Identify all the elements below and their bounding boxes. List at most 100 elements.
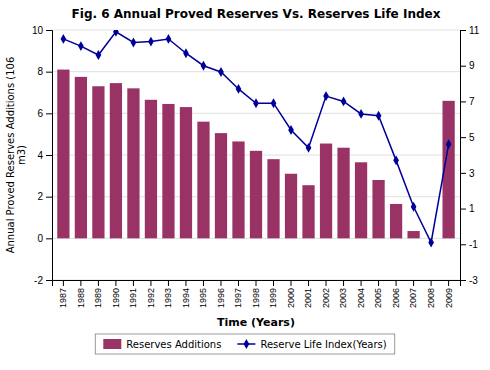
grid-line — [52, 30, 460, 31]
tick-label: -3 — [469, 275, 478, 286]
tick-mark — [46, 155, 52, 156]
chart: -20246810-3-1135791119871988198919901991… — [0, 0, 490, 370]
tick-label: 2004 — [356, 288, 366, 308]
tick-mark — [203, 280, 204, 286]
tick: 1997 — [233, 280, 243, 308]
tick-label: 0 — [37, 233, 43, 244]
tick-mark — [378, 280, 379, 286]
bar — [320, 144, 332, 239]
tick-mark — [396, 280, 397, 286]
plot: -20246810-3-1135791119871988198919901991… — [32, 25, 480, 308]
tick: 5 — [460, 132, 475, 143]
tick-mark — [291, 280, 292, 286]
tick-mark — [98, 280, 99, 286]
tick-mark — [46, 197, 52, 198]
tick: 3 — [460, 168, 475, 179]
tick-label: 1991 — [128, 288, 138, 308]
tick-label: 2001 — [303, 288, 313, 308]
bar — [215, 133, 227, 238]
tick: 1989 — [93, 280, 103, 308]
tick: 2001 — [303, 280, 313, 308]
y2-axis: -3 -1 1 3 5 7 9 11 — [460, 25, 480, 286]
marker — [376, 111, 382, 121]
marker — [183, 48, 189, 58]
marker — [288, 125, 294, 135]
tick-mark — [46, 72, 52, 73]
tick-label: 2002 — [321, 288, 331, 308]
tick-label: 1999 — [268, 288, 278, 308]
y-axis-title-line: m3) — [16, 145, 27, 165]
marker — [271, 98, 277, 108]
line — [63, 32, 448, 243]
tick: 0 — [37, 233, 52, 244]
tick: 7 — [460, 96, 475, 107]
y-axis-title-line: Annual Proved Reserves Additions (106 — [5, 57, 16, 254]
tick: 9 — [460, 60, 475, 71]
marker — [113, 30, 119, 37]
bar — [250, 151, 262, 239]
tick-mark — [361, 280, 362, 286]
tick: -1 — [460, 239, 478, 250]
tick-label: 5 — [469, 132, 475, 143]
bar — [337, 148, 349, 239]
tick-label: 2006 — [391, 288, 401, 308]
tick-mark — [308, 280, 309, 286]
tick-label: 1987 — [58, 288, 68, 308]
tick: 1992 — [146, 280, 156, 308]
tick-label: 1988 — [76, 288, 86, 308]
bar — [355, 162, 367, 238]
bar — [75, 77, 87, 238]
legend-item: Reserves Additions — [103, 339, 221, 350]
tick: 1 — [460, 203, 475, 214]
bar — [180, 107, 192, 238]
tick-mark — [185, 280, 186, 286]
tick: 10 — [32, 25, 52, 36]
tick-mark — [460, 30, 466, 31]
tick: -3 — [460, 275, 478, 286]
marker — [201, 61, 207, 71]
bar — [407, 231, 419, 238]
tick-mark — [133, 280, 134, 286]
marker — [358, 109, 364, 119]
tick: 11 — [460, 25, 480, 36]
tick-label: -1 — [469, 239, 478, 250]
legend-label: Reserves Additions — [126, 339, 221, 350]
bar — [110, 83, 122, 238]
tick-mark — [168, 280, 169, 286]
tick: 4 — [37, 150, 52, 161]
tick-label: 3 — [469, 168, 475, 179]
tick: -2 — [34, 275, 52, 286]
tick-mark — [80, 280, 81, 286]
marker — [446, 139, 452, 149]
legend-label: Reserve Life Index(Years) — [260, 339, 386, 350]
tick-label: 2003 — [338, 288, 348, 308]
tick-label: 1 — [469, 203, 475, 214]
tick-label: 10 — [32, 25, 44, 36]
legend-item: Reserve Life Index(Years) — [237, 339, 386, 350]
tick-label: 1993 — [163, 288, 173, 308]
tick: 1996 — [216, 280, 226, 308]
tick-label: 1992 — [146, 288, 156, 308]
marker — [148, 37, 154, 47]
legend-marker — [244, 339, 250, 349]
tick-mark — [150, 280, 151, 286]
marker — [236, 84, 242, 94]
tick: 2005 — [373, 280, 383, 308]
tick-mark — [273, 280, 274, 286]
tick: 2008 — [426, 280, 436, 308]
tick: 2009 — [443, 280, 453, 308]
tick-mark — [460, 209, 466, 210]
bar — [302, 185, 314, 238]
line-series — [61, 30, 452, 247]
tick: 1998 — [251, 280, 261, 308]
marks — [57, 30, 454, 247]
marker — [393, 155, 399, 165]
tick-label: 2 — [37, 191, 43, 202]
tick-mark — [413, 280, 414, 286]
tick-label: 1989 — [93, 288, 103, 308]
tick: 1994 — [181, 280, 191, 308]
tick-mark — [115, 280, 116, 286]
bar — [127, 88, 139, 238]
tick-mark — [46, 113, 52, 114]
marker — [96, 50, 102, 60]
